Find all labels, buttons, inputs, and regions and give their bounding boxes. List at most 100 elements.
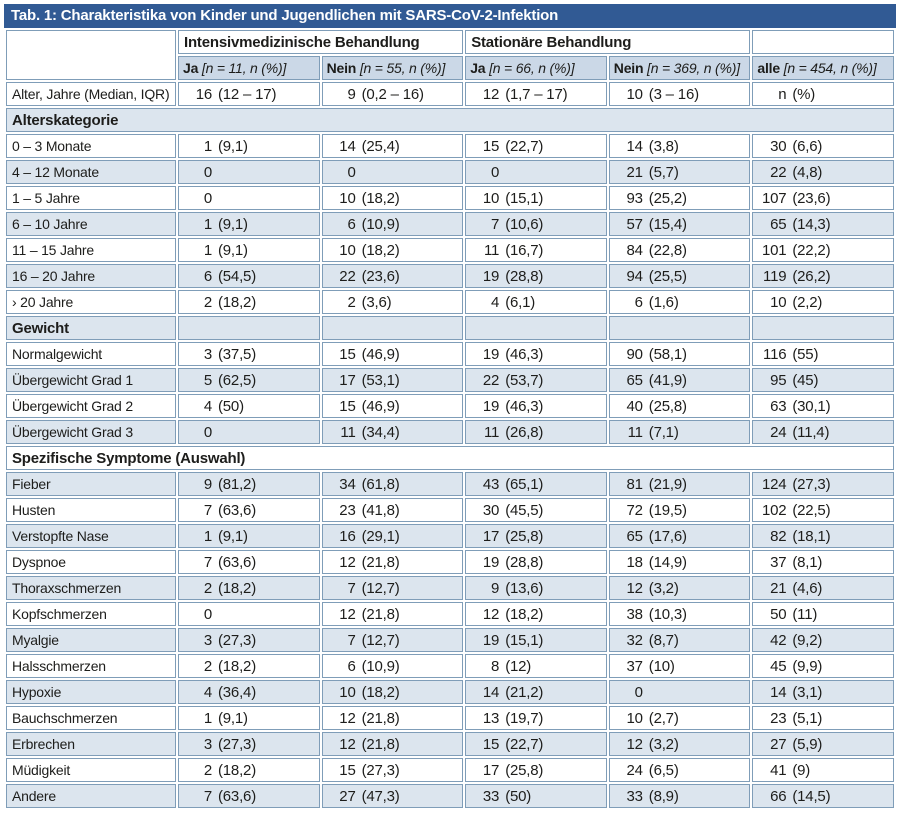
cell-value: 12 [339,553,356,571]
cell-percent: (5,1) [792,709,823,727]
cell-value: 63 [770,397,787,415]
table-row: Hypoxie 4 (36,4) 10 (18,2) 14 (21,2) 0 14 (3,1) [6,680,894,704]
cell-value: 1 [203,215,212,233]
column-header-note: [n = 55, n (%)] [356,60,446,76]
cell-value: 10 [482,189,500,207]
cell-percent: (6,5) [648,761,679,779]
cell-percent: (13,6) [505,579,544,597]
table-row: Andere 7 (63,6) 27 (47,3) 33 (50) 33 (8,9) 66 (14,… [6,784,894,808]
cell-value: 11 [627,423,643,441]
column-header-label: Nein [613,60,644,76]
cell-percent: (9,1) [218,137,248,155]
data-cell: 7 (12,7) [321,576,464,600]
data-cell: 65 (14,3) [752,212,894,236]
data-cell: 94 (25,5) [608,264,751,288]
data-cell: 15 (46,9) [321,394,464,418]
cell-value: 107 [761,189,787,207]
cell-value: 93 [626,189,643,207]
cell-value: 23 [770,709,787,727]
row-label: Kopfschmerzen [6,602,176,626]
row-label: Alter, Jahre (Median, IQR) [6,82,176,106]
data-cell: 40 (25,8) [608,394,751,418]
cell-value: 6 [634,293,643,311]
cell-percent: (18,2) [218,657,256,675]
cell-value: 14 [339,137,356,155]
cell-value: 57 [626,215,643,233]
cell-value: 34 [339,475,356,493]
cell-percent: (18,2) [218,761,256,779]
data-cell: 82 (18,1) [752,524,894,548]
cell-percent: (10) [648,657,675,675]
cell-percent: (1,7 – 17) [505,85,568,103]
cell-value: 90 [626,345,643,363]
data-cell: 72 (19,5) [608,498,751,522]
table-row: Verstopfte Nase 1 (9,1) 16 (29,1) 17 (25,8) 65 (… [6,524,894,548]
cell-value: 7 [203,501,212,519]
row-label: Übergewicht Grad 3 [6,420,176,444]
cell-percent: (3,6) [361,293,392,311]
cell-value: 38 [626,605,643,623]
column-header-label: Nein [326,60,357,76]
cell-value: 82 [770,527,787,545]
table-row: Müdigkeit 2 (18,2) 15 (27,3) 17 (25,8) 24 (6,5) 4… [6,758,894,782]
cell-percent: (41,8) [361,501,400,519]
cell-value: 17 [339,371,356,389]
cell-percent: (25,4) [361,137,400,155]
data-cell: 1 (9,1) [178,238,320,262]
cell-value: 19 [482,553,500,571]
cell-value: 0 [491,163,500,181]
data-cell: 17 (53,1) [321,368,464,392]
cell-percent: (37,5) [218,345,256,363]
data-cell: 10 (2,2) [752,290,894,314]
data-cell: 6 (10,9) [321,212,464,236]
data-cell: 84 (22,8) [608,238,751,262]
data-cell: 1 (9,1) [178,524,320,548]
empty-cell [178,316,320,340]
cell-value: 94 [626,267,643,285]
cell-percent: (9,1) [218,215,248,233]
cell-value: 37 [626,657,643,675]
column-header-4: alle [n = 454, n (%)] [752,56,894,80]
cell-value: 21 [770,579,787,597]
data-cell: 41 (9) [752,758,894,782]
cell-percent: (21,9) [648,475,687,493]
cell-value: 2 [347,293,356,311]
data-cell: 10 (18,2) [321,238,464,262]
cell-percent: (6,1) [505,293,536,311]
data-cell: 32 (8,7) [608,628,751,652]
data-cell: 11 (16,7) [465,238,607,262]
cell-percent: (3,8) [648,137,679,155]
cell-percent: (12,7) [361,631,400,649]
column-header-label: Ja [470,60,486,76]
data-cell: 17 (25,8) [465,524,607,548]
data-cell: 45 (9,9) [752,654,894,678]
table-row: Fieber 9 (81,2) 34 (61,8) 43 (65,1) 81 (21,9) 124… [6,472,894,496]
data-cell: 2 (18,2) [178,290,320,314]
cell-percent: (41,9) [648,371,687,389]
data-cell: 21 (5,7) [608,160,751,184]
data-cell: 12 (21,8) [321,706,464,730]
data-cell: 11 (7,1) [608,420,751,444]
table-body: Alter, Jahre (Median, IQR) 16 (12 – 17) 9 (0… [6,82,894,808]
cell-percent: (16,7) [505,241,544,259]
cell-percent: (5,7) [648,163,679,181]
cell-value: 18 [626,553,643,571]
cell-percent: (21,2) [505,683,544,701]
cell-percent: (19,7) [505,709,544,727]
cell-percent: (17,6) [648,527,687,545]
cell-value: 4 [491,293,500,311]
data-cell: 19 (28,8) [465,550,607,574]
data-cell: n (%) [752,82,894,106]
cell-percent: (81,2) [218,475,256,493]
row-label: Normalgewicht [6,342,176,366]
data-cell: 4 (50) [178,394,320,418]
cell-percent: (9,1) [218,527,248,545]
data-cell: 65 (17,6) [608,524,751,548]
cell-percent: (7,1) [648,423,679,441]
data-cell: 0 [178,602,320,626]
cell-percent: (54,5) [218,267,256,285]
cell-percent: (2,2) [792,293,823,311]
cell-percent: (36,4) [218,683,256,701]
cell-value: 12 [339,709,356,727]
row-label: Halsschmerzen [6,654,176,678]
